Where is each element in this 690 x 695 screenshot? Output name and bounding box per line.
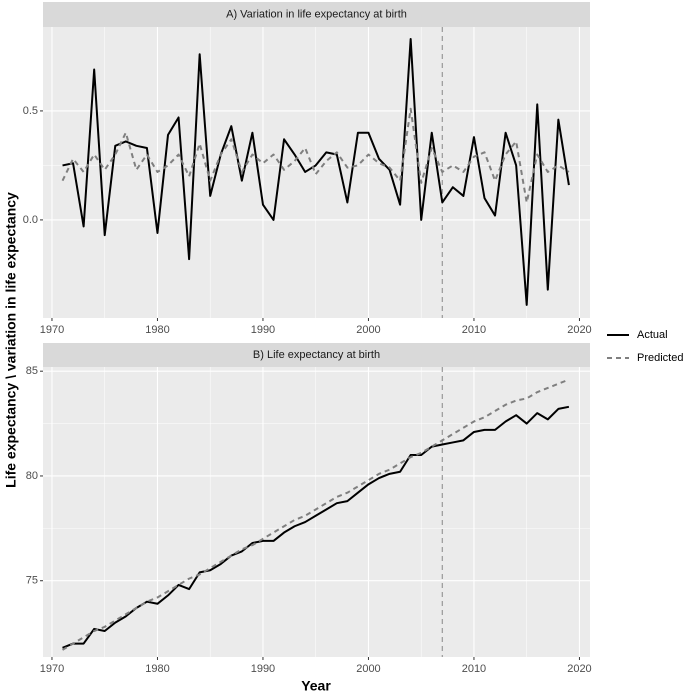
x-tick-label: 2000 <box>356 663 380 675</box>
series-line <box>62 378 570 651</box>
x-tick-label: 1970 <box>40 324 64 336</box>
x-tick-label: 2000 <box>356 324 380 336</box>
x-tick-label: 1980 <box>145 324 169 336</box>
x-tick-label: 1970 <box>40 663 64 675</box>
x-tick-label: 1980 <box>145 663 169 675</box>
y-tick-label: 0.0 <box>23 214 38 226</box>
y-tick-label: 80 <box>26 470 38 482</box>
y-tick-label: 0.5 <box>23 105 38 117</box>
series-line <box>62 405 570 649</box>
x-tick-label: 1990 <box>251 324 275 336</box>
panel <box>43 367 590 657</box>
legend-label: Actual <box>637 329 668 341</box>
y-axis-label: Life expectancy \ variation in life expe… <box>3 192 19 488</box>
y-tick-label: 85 <box>26 365 38 377</box>
panel-title: B) Life expectancy at birth <box>253 349 380 361</box>
panel-title: A) Variation in life expectancy at birth <box>226 8 407 20</box>
series-line <box>62 37 570 306</box>
x-tick-label: 2010 <box>462 663 486 675</box>
x-tick-label: 2020 <box>567 663 591 675</box>
y-tick-label: 75 <box>26 575 38 587</box>
x-tick-label: 1990 <box>251 663 275 675</box>
x-tick-label: 2010 <box>462 324 486 336</box>
strip <box>43 2 590 27</box>
x-axis-label: Year <box>301 678 331 694</box>
legend-label: Predicted <box>637 352 683 364</box>
series-line <box>61 107 570 204</box>
x-tick-label: 2020 <box>567 324 591 336</box>
strip <box>43 343 590 367</box>
